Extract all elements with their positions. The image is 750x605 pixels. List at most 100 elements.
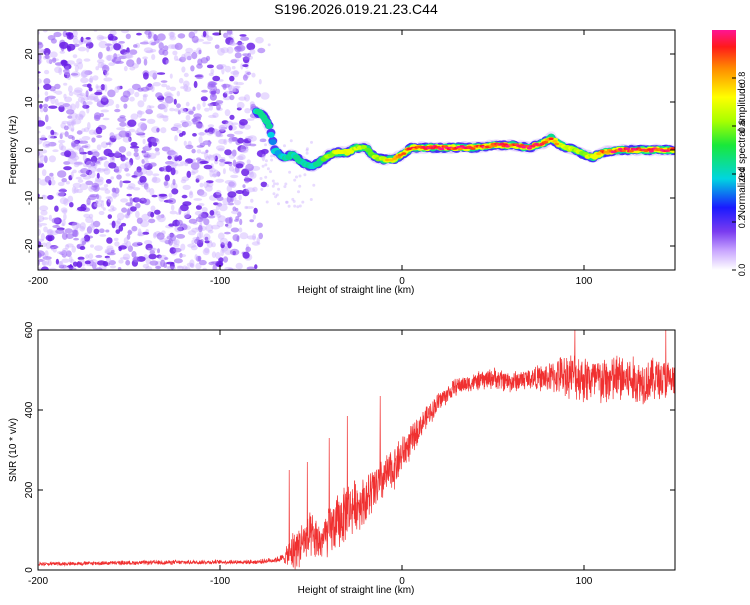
spectrogram-noise-cell xyxy=(98,40,108,49)
spectrogram-ridge-cell xyxy=(554,142,560,146)
spectrogram-noise-cell xyxy=(305,148,309,152)
spectrogram-noise-cell xyxy=(149,260,159,266)
snr-xtick-label: -200 xyxy=(28,576,48,587)
spectrogram-noise-cell xyxy=(73,63,79,67)
spectrogram-noise-cell xyxy=(52,149,59,153)
spectrogram-noise-cell xyxy=(199,259,207,266)
spectrogram-noise-cell xyxy=(38,120,46,127)
spectrogram-noise-cell xyxy=(145,109,153,115)
spectrogram-noise-cell xyxy=(129,66,136,71)
spectrogram-noise-cell xyxy=(112,152,122,157)
spectrogram-noise-cell xyxy=(217,215,226,223)
spectrogram-noise-cell xyxy=(99,112,105,118)
spectrogram-noise-cell xyxy=(239,232,249,240)
spectrogram-noise-cell xyxy=(119,257,129,260)
spectrogram-noise-cell xyxy=(215,205,220,211)
spectrogram-noise-cell xyxy=(63,166,72,171)
spectrogram-noise-cell xyxy=(72,30,78,38)
spectrogram-noise-cell xyxy=(184,214,192,220)
spectrogram-noise-cell xyxy=(108,260,116,266)
spectrogram-noise-cell xyxy=(143,152,152,159)
spectrogram-noise-cell xyxy=(269,170,272,174)
spectrogram-noise-cell xyxy=(87,83,92,89)
spectrogram-noise-cell xyxy=(150,49,157,53)
spectrogram-noise-cell xyxy=(195,73,204,80)
spectrogram-noise-cell xyxy=(40,266,49,270)
spectrogram-noise-cell xyxy=(163,45,169,52)
spectrogram-noise-cell xyxy=(90,162,96,167)
spectrogram-noise-cell xyxy=(291,197,295,201)
spectrogram-noise-cell xyxy=(102,117,110,121)
spectrogram-noise xyxy=(38,30,316,270)
spectrogram-noise-cell xyxy=(74,161,84,166)
spectrogram-noise-cell xyxy=(219,124,226,132)
spectrogram-noise-cell xyxy=(223,32,228,38)
spectrogram-noise-cell xyxy=(118,41,125,44)
spectrogram-noise-cell xyxy=(43,83,52,90)
spectrogram-noise-cell xyxy=(218,138,227,145)
spectrogram-noise-cell xyxy=(179,56,186,63)
spectrogram-noise-cell xyxy=(275,182,279,186)
spectrogram-noise-cell xyxy=(41,194,48,200)
spectrogram-noise-cell xyxy=(191,148,196,154)
spectrogram-noise-cell xyxy=(111,156,115,161)
spectrogram-noise-cell xyxy=(179,161,188,165)
spectrogram-noise-cell xyxy=(235,207,239,212)
spectrogram-ridge-cell xyxy=(457,147,463,151)
spectrogram-noise-cell xyxy=(46,228,54,236)
spectrogram-noise-cell xyxy=(179,107,187,114)
spectrogram-noise-cell xyxy=(55,90,63,95)
spectrogram-noise-cell xyxy=(137,228,142,236)
spectrogram-noise-cell xyxy=(96,172,100,179)
spectrogram-noise-cell xyxy=(170,126,179,132)
spectrogram-noise-cell xyxy=(100,109,110,113)
spectrogram-noise-cell xyxy=(58,139,66,144)
spectrogram-noise-cell xyxy=(51,217,60,224)
spectrogram-noise-cell xyxy=(149,162,157,167)
spectrogram-noise-cell xyxy=(74,87,83,93)
spectrogram-noise-cell xyxy=(63,125,69,131)
spectrogram-noise-cell xyxy=(239,149,249,154)
spectrogram-noise-cell xyxy=(126,186,134,190)
spectrogram-noise-cell xyxy=(45,114,49,123)
spectrogram-noise-cell xyxy=(207,154,212,159)
spectrogram-noise-cell xyxy=(88,78,93,83)
spectrogram-noise-cell xyxy=(301,200,305,204)
spectrogram-noise-cell xyxy=(95,84,99,90)
spectrogram-noise-cell xyxy=(70,73,79,76)
spectrogram-noise-cell xyxy=(258,78,262,85)
spectrogram-noise-cell xyxy=(124,161,132,169)
spectrogram-noise-cell xyxy=(86,45,90,53)
spectrogram-noise-cell xyxy=(196,145,204,148)
spectrogram-noise-cell xyxy=(48,105,58,109)
spectrogram-noise-cell xyxy=(139,41,149,45)
spectrogram-noise-cell xyxy=(264,143,268,147)
spectrogram-noise-cell xyxy=(96,135,103,138)
spectrogram-noise-cell xyxy=(174,155,179,162)
spectrogram-noise-cell xyxy=(105,196,112,200)
spectrogram-noise-cell xyxy=(149,250,156,255)
spectrogram-noise-cell xyxy=(134,91,140,98)
spectrogram-noise-cell xyxy=(245,163,254,172)
spectrogram-noise-cell xyxy=(48,155,57,163)
spectrogram-noise-cell xyxy=(259,177,263,180)
spectrogram-noise-cell xyxy=(246,266,256,270)
spectrogram-noise-cell xyxy=(84,70,93,76)
spectrogram-noise-cell xyxy=(181,194,188,199)
spectrogram-noise-cell xyxy=(198,224,203,233)
spectrogram-noise-cell xyxy=(133,241,143,245)
spectrogram-noise-cell xyxy=(242,188,250,197)
spectrogram-xlabel: Height of straight line (km) xyxy=(298,285,415,296)
spectrogram-noise-cell xyxy=(164,174,170,182)
spectrogram-noise-cell xyxy=(191,239,195,245)
spectrogram-noise-cell xyxy=(191,35,199,43)
spectrogram-noise-cell xyxy=(165,59,169,65)
spectrogram-noise-cell xyxy=(83,234,91,242)
spectrogram-noise-cell xyxy=(256,150,266,158)
spectrogram-noise-cell xyxy=(65,104,73,110)
spectrogram-noise-cell xyxy=(64,65,70,71)
spectrogram-noise-cell xyxy=(124,167,129,172)
spectrogram-noise-cell xyxy=(216,103,221,111)
spectrogram-noise-cell xyxy=(257,47,266,54)
spectrogram-noise-cell xyxy=(38,263,39,266)
